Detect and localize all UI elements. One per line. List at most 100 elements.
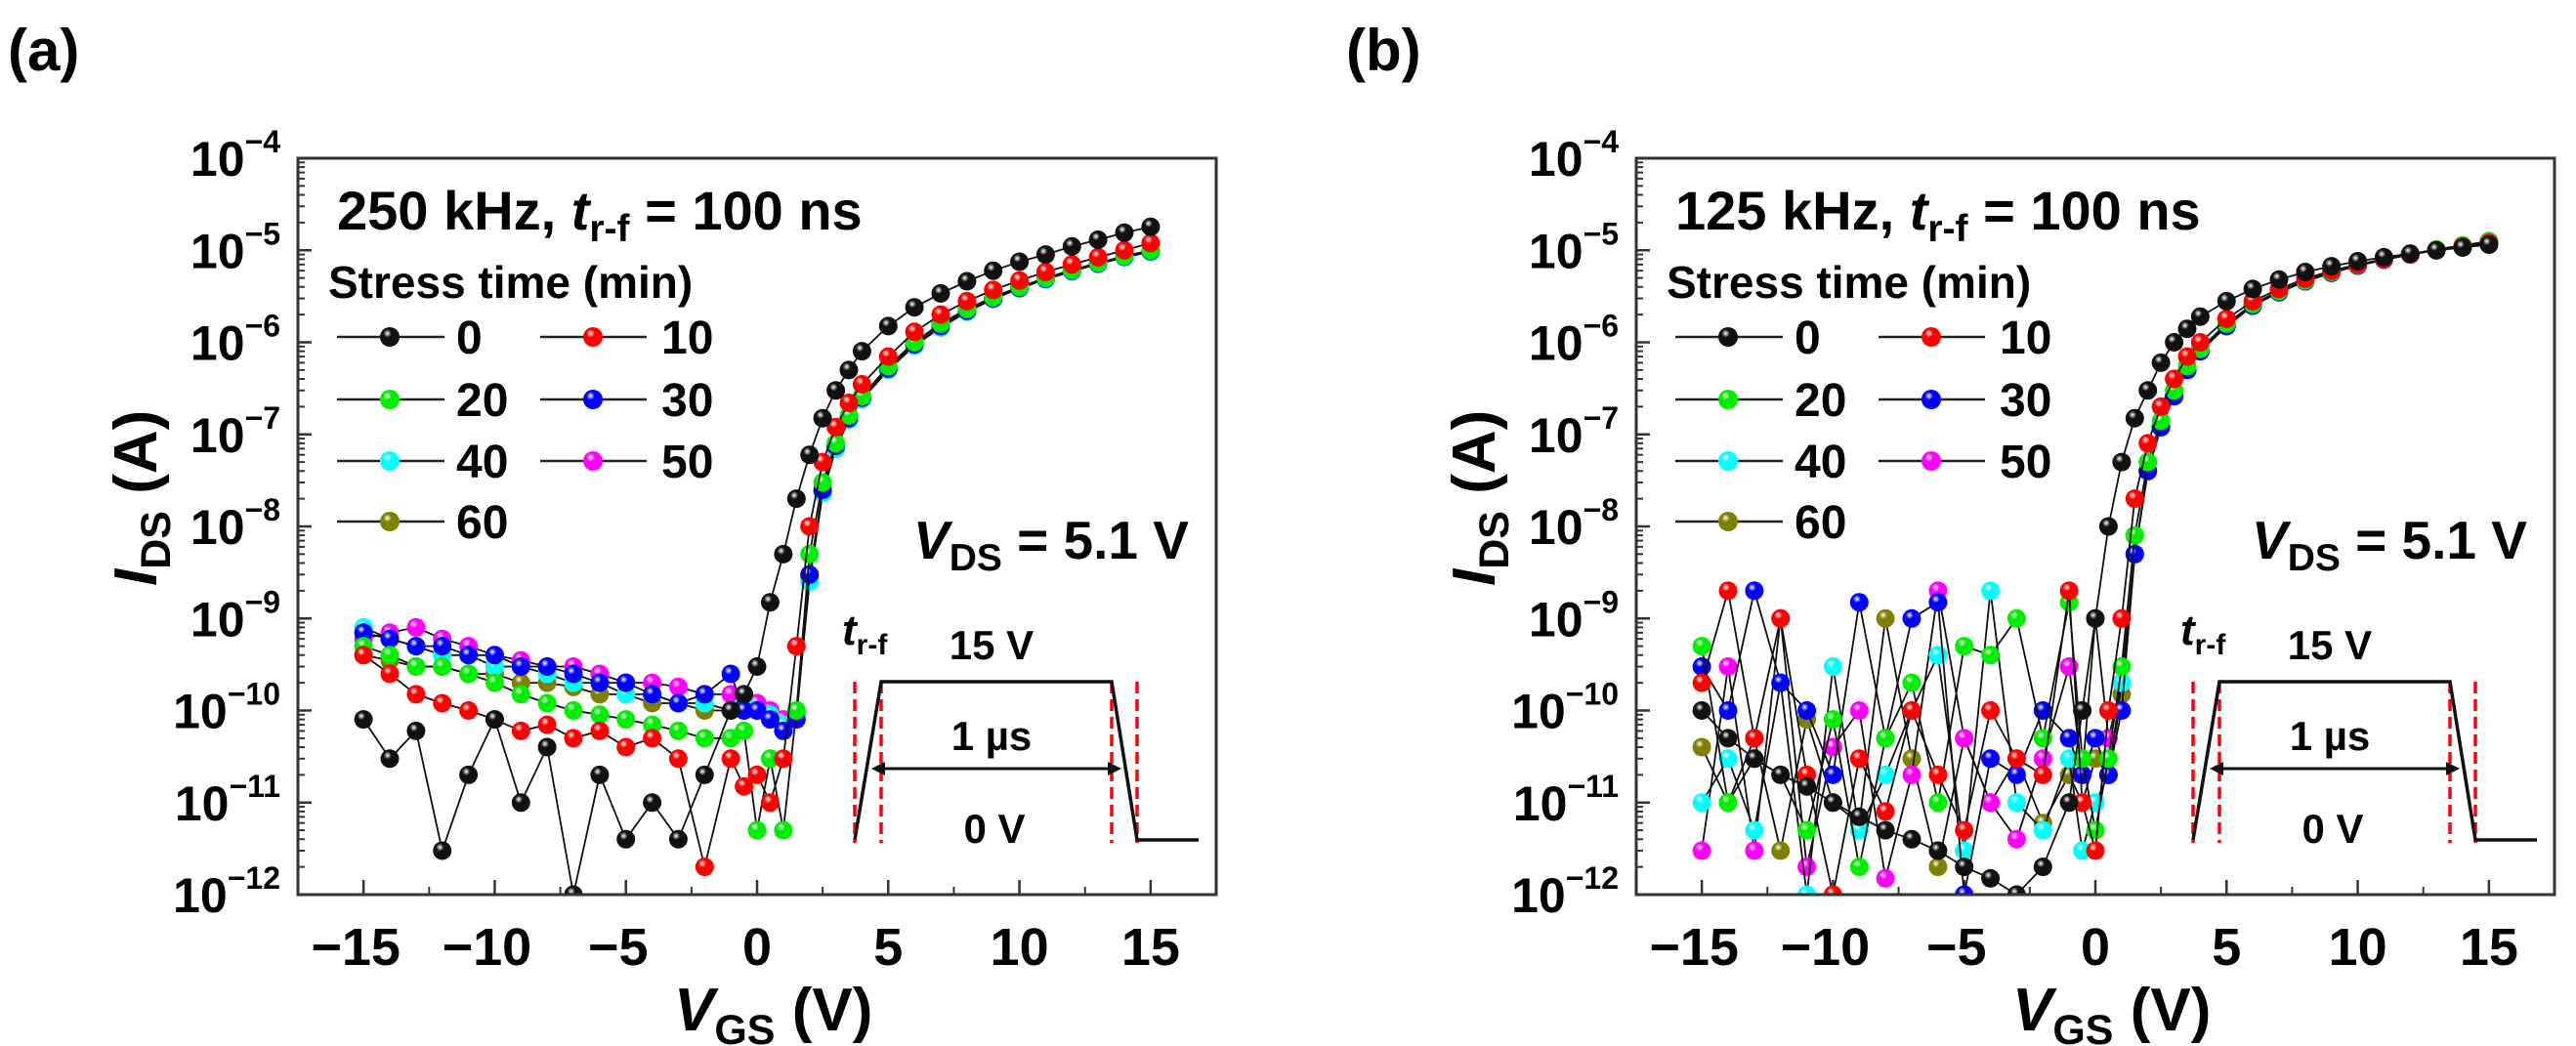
data-point <box>1035 263 1055 281</box>
data-point <box>852 342 871 361</box>
data-point <box>984 261 1003 280</box>
vds-annotation-subscript: DS <box>950 537 1002 579</box>
data-point <box>1902 765 1921 784</box>
data-point <box>564 885 583 895</box>
data-point <box>1955 885 1974 895</box>
legend-item-10: 10 <box>1879 313 2051 364</box>
y-tick-label: 10−4 <box>190 124 280 187</box>
data-point <box>1062 255 1081 274</box>
data-point <box>380 749 400 769</box>
y-axis-label-symbol: I <box>1441 567 1508 586</box>
low-level-label: 0 V <box>963 806 1025 852</box>
data-point <box>1928 858 1948 877</box>
vds-annotation: VDS = 5.1 V <box>913 510 1189 579</box>
data-point <box>564 701 583 720</box>
y-tick-exponent: −11 <box>229 769 280 804</box>
data-point <box>485 646 504 665</box>
pulse-waveform-inset: tr-f 15 V 1 µs 0 V <box>842 607 1199 852</box>
data-point <box>590 673 610 692</box>
data-point <box>406 721 426 740</box>
x-tick-label: 0 <box>2081 918 2110 977</box>
data-point <box>433 841 452 860</box>
x-tick-label: 10 <box>991 918 1049 977</box>
data-point <box>643 729 662 748</box>
plot-frame <box>296 156 1218 897</box>
data-point <box>774 544 793 564</box>
data-point <box>905 322 924 342</box>
data-point <box>2073 749 2092 769</box>
y-tick-exponent: −7 <box>245 400 280 436</box>
legend-label: 50 <box>661 437 713 488</box>
data-point <box>616 673 636 692</box>
data-point <box>668 749 688 769</box>
data-point <box>1955 729 1974 748</box>
y-tick-label: 10−5 <box>1529 216 1619 278</box>
data-point <box>590 721 610 740</box>
high-level-label: 15 V <box>2288 622 2372 668</box>
data-point <box>459 646 479 665</box>
data-point <box>1797 776 1817 796</box>
condition-title: 250 kHz, tr-f = 100 ns <box>337 180 863 250</box>
arrow-head-right-icon <box>2446 762 2460 775</box>
y-tick-base: 10 <box>1511 685 1566 739</box>
series-10-min <box>354 233 1161 877</box>
legend-marker <box>1921 390 1941 409</box>
data-point <box>511 793 530 813</box>
data-point <box>433 637 452 656</box>
data-point <box>537 737 557 757</box>
data-point <box>2322 257 2342 276</box>
data-point <box>2125 544 2144 564</box>
condition-title-prefix: 250 kHz, <box>337 180 571 241</box>
data-point <box>616 710 636 730</box>
data-point <box>1088 247 1108 267</box>
data-area <box>1692 231 2499 895</box>
data-point <box>721 664 740 684</box>
legend-marker <box>1718 327 1738 347</box>
data-point <box>826 381 846 400</box>
data-point <box>760 593 780 612</box>
y-tick-base: 10 <box>1529 592 1584 647</box>
data-point <box>2151 411 2171 431</box>
legend-item-50: 50 <box>540 437 713 488</box>
y-axis-label: IDS (A) <box>103 410 180 586</box>
data-point <box>380 646 400 665</box>
y-tick-base: 10 <box>1513 776 1568 831</box>
vds-annotation-rest: = 5.1 V <box>1002 510 1189 570</box>
data-point <box>2177 347 2197 366</box>
series-0-min <box>1692 235 2499 895</box>
data-point <box>957 272 977 291</box>
legend-label: 30 <box>2000 375 2051 427</box>
data-point <box>1823 710 1842 730</box>
data-point <box>1771 608 1791 628</box>
data-point <box>2073 841 2092 860</box>
data-point <box>1849 593 1869 612</box>
data-point <box>2112 608 2132 628</box>
data-point <box>1902 673 1921 692</box>
legend-item-30: 30 <box>1879 375 2051 427</box>
legend-marker <box>380 390 400 409</box>
data-point <box>668 693 688 713</box>
x-tick-label: −15 <box>1649 918 1739 977</box>
data-point <box>735 776 754 796</box>
data-point <box>485 673 504 692</box>
legend-item-20: 20 <box>337 375 508 427</box>
data-point <box>2348 252 2368 271</box>
data-point <box>786 489 806 509</box>
legend-label: 60 <box>456 497 508 549</box>
data-point <box>2073 765 2092 784</box>
x-axis-label: VGS (V) <box>2012 977 2211 1046</box>
rise-fall-time-label: tr-f <box>842 607 888 661</box>
data-point <box>459 765 479 784</box>
data-point <box>1062 236 1081 256</box>
data-point <box>1088 230 1108 249</box>
x-axis-label-symbol: V <box>674 977 719 1044</box>
vds-annotation-rest: = 5.1 V <box>2341 510 2527 570</box>
data-point <box>380 664 400 684</box>
data-point <box>2125 489 2144 509</box>
plot-frame <box>1634 156 2556 897</box>
data-point <box>1849 701 1869 720</box>
data-point <box>1928 765 1948 784</box>
x-axis-label-subscript: GS <box>2052 1007 2113 1046</box>
data-point <box>905 298 924 317</box>
